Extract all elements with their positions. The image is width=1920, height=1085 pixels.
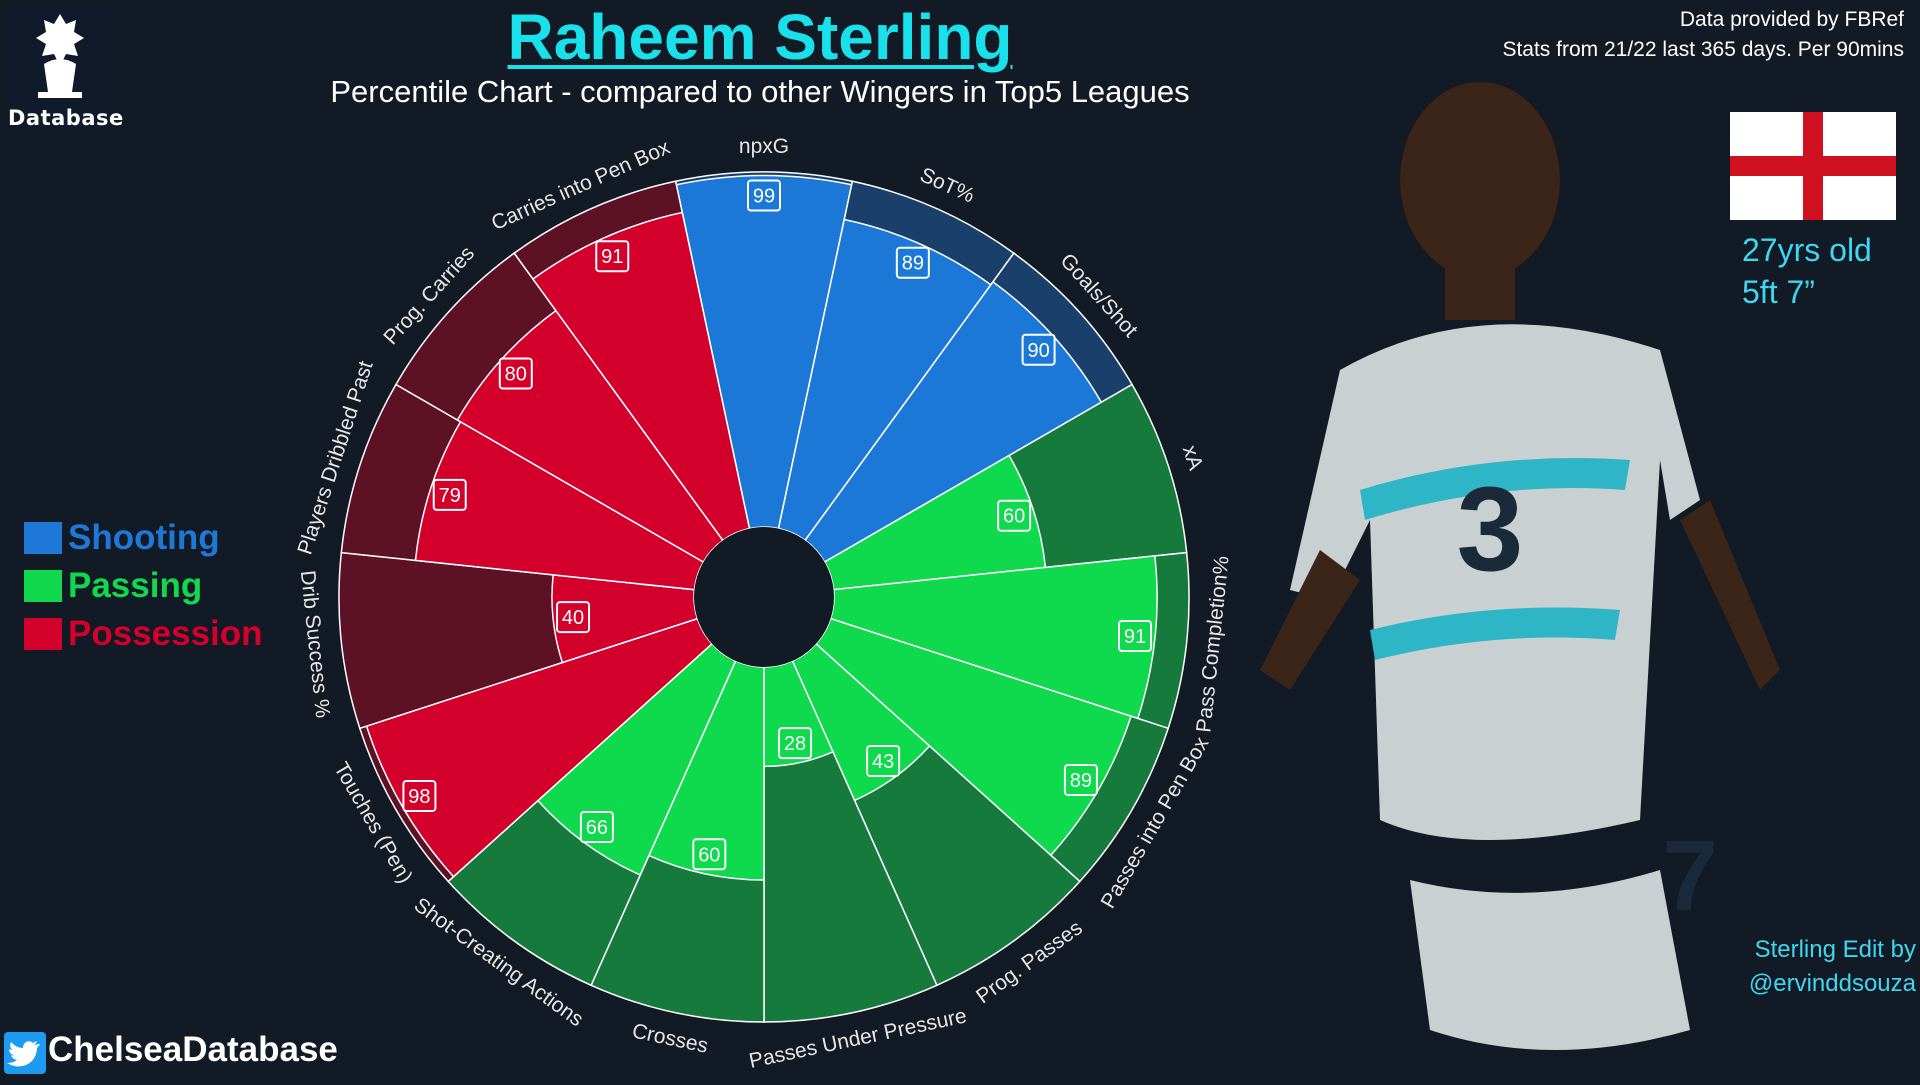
chart-subtitle: Percentile Chart - compared to other Win… [330, 74, 1190, 109]
value-label-2: 90 [1027, 340, 1049, 362]
value-label-box-1 [895, 246, 930, 279]
svg-text:3: 3 [1457, 462, 1524, 596]
value-label-6: 43 [872, 751, 894, 773]
value-label-3: 60 [1003, 506, 1025, 528]
category-label-4: Pass Completion% [1192, 555, 1233, 734]
value-label-box-3 [997, 499, 1032, 532]
value-label-5: 89 [1070, 770, 1092, 792]
value-label-box-9 [579, 811, 614, 844]
legend-label: Possession [68, 614, 263, 653]
value-label-13: 80 [505, 364, 527, 386]
category-label-0: npxG [739, 135, 789, 158]
svg-text:7: 7 [1662, 820, 1718, 932]
stats-period-note: Stats from 21/22 last 365 days. Per 90mi… [1502, 38, 1904, 61]
data-credit: Data provided by FBRef [1679, 8, 1904, 31]
value-label-0: 99 [753, 186, 775, 208]
value-label-8: 60 [698, 844, 720, 866]
value-label-9: 66 [586, 817, 608, 839]
value-label-box-5 [1063, 763, 1098, 796]
value-label-box-7 [778, 727, 813, 760]
category-label-8: Crosses [630, 1019, 710, 1058]
value-label-box-6 [866, 744, 901, 777]
lion-crest-icon [36, 14, 84, 98]
value-label-box-11 [556, 601, 591, 634]
twitter-icon [4, 1032, 46, 1074]
page-title: Raheem Sterling [507, 1, 1013, 73]
legend-swatch [24, 522, 62, 554]
value-label-7: 28 [784, 733, 806, 755]
value-label-12: 79 [439, 485, 461, 507]
category-label-3: xA [1178, 443, 1207, 473]
england-flag-icon [1730, 112, 1896, 220]
player-age: 27yrs old [1742, 232, 1872, 268]
value-label-box-0 [747, 179, 781, 212]
player-height: 5ft 7” [1742, 274, 1815, 310]
club-logo: Database [8, 6, 123, 130]
edit-credit-handle: @ervinddsouza [1748, 970, 1916, 997]
player-photo: 3 7 [1230, 70, 1920, 1080]
category-label-11: Drib Success % [296, 569, 334, 719]
legend-swatch [24, 570, 62, 602]
value-label-box-13 [498, 357, 533, 390]
value-label-box-12 [432, 478, 467, 511]
value-label-box-2 [1021, 333, 1056, 366]
value-label-11: 40 [562, 607, 584, 629]
legend-swatch [24, 618, 62, 650]
value-label-box-8 [692, 838, 727, 871]
category-label-1: SoT% [916, 163, 978, 207]
logo-text: Database [8, 106, 124, 130]
value-label-10: 98 [408, 786, 430, 808]
value-label-box-10 [402, 779, 437, 812]
value-label-box-4 [1118, 619, 1153, 652]
legend-label: Passing [68, 566, 203, 605]
value-label-1: 89 [902, 253, 924, 275]
value-label-4: 91 [1124, 626, 1146, 648]
chart-center-hole [694, 527, 834, 667]
value-label-14: 91 [601, 246, 623, 268]
twitter-handle: ChelseaDatabase [48, 1030, 338, 1069]
legend-label: Shooting [68, 518, 220, 557]
edit-credit: Sterling Edit by [1754, 936, 1916, 963]
value-label-box-14 [595, 240, 630, 273]
